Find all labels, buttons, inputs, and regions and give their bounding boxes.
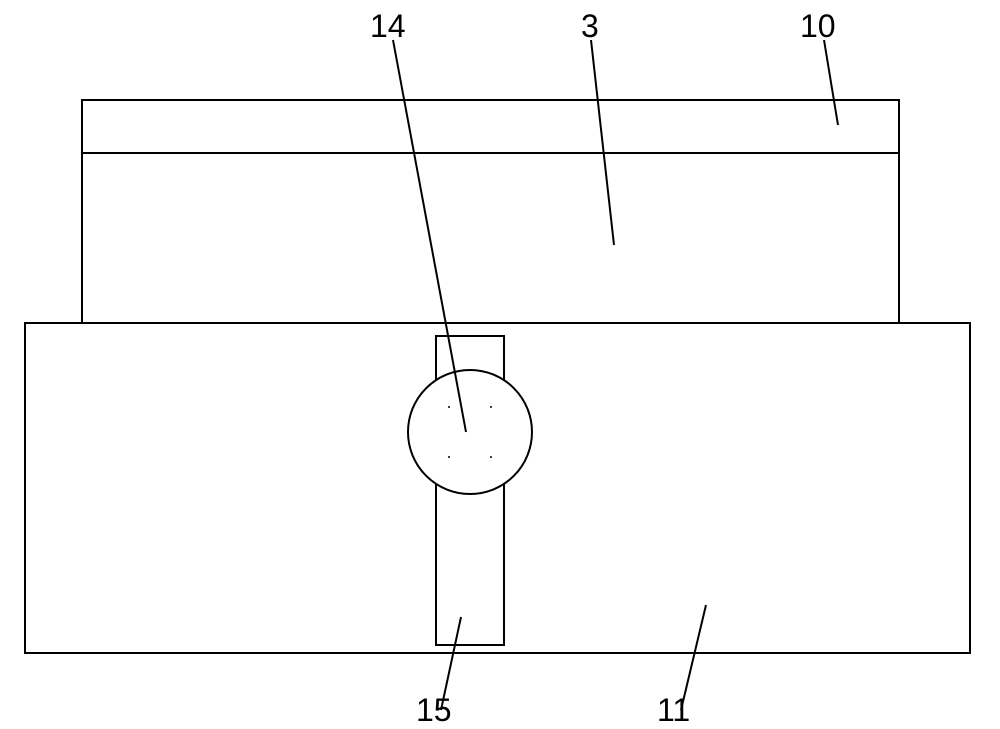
label-10: 10 <box>800 8 836 45</box>
diagram-container: 14 3 10 15 11 <box>0 0 1000 725</box>
label-15: 15 <box>416 692 452 729</box>
upper-rect <box>82 100 899 323</box>
center-circle <box>408 370 532 494</box>
label-3: 3 <box>581 8 599 45</box>
label-11: 11 <box>657 692 690 729</box>
leader-10 <box>824 40 838 125</box>
tiny-mark <box>448 456 450 458</box>
tiny-mark <box>448 406 450 408</box>
label-14: 14 <box>370 8 406 45</box>
tiny-mark <box>490 406 492 408</box>
diagram-svg <box>0 0 1000 725</box>
tiny-mark <box>490 456 492 458</box>
leader-3 <box>591 40 614 245</box>
